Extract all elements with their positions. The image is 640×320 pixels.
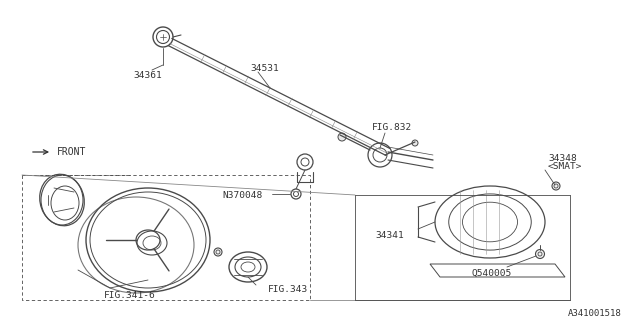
Text: 34348: 34348: [548, 154, 577, 163]
Text: A341001518: A341001518: [568, 308, 622, 317]
Circle shape: [412, 140, 418, 146]
Text: <SMAT>: <SMAT>: [548, 162, 582, 171]
Text: 34361: 34361: [134, 70, 163, 79]
Circle shape: [552, 182, 560, 190]
Text: FIG.832: FIG.832: [372, 123, 412, 132]
Circle shape: [536, 250, 545, 259]
Text: FIG.343: FIG.343: [268, 285, 308, 294]
Text: 34531: 34531: [251, 63, 280, 73]
Circle shape: [214, 248, 222, 256]
Text: 34341: 34341: [376, 230, 404, 239]
Text: FIG.341-6: FIG.341-6: [104, 291, 156, 300]
Text: FRONT: FRONT: [57, 147, 86, 157]
Text: N370048: N370048: [222, 190, 262, 199]
Circle shape: [338, 133, 346, 141]
Text: Q540005: Q540005: [472, 268, 512, 277]
